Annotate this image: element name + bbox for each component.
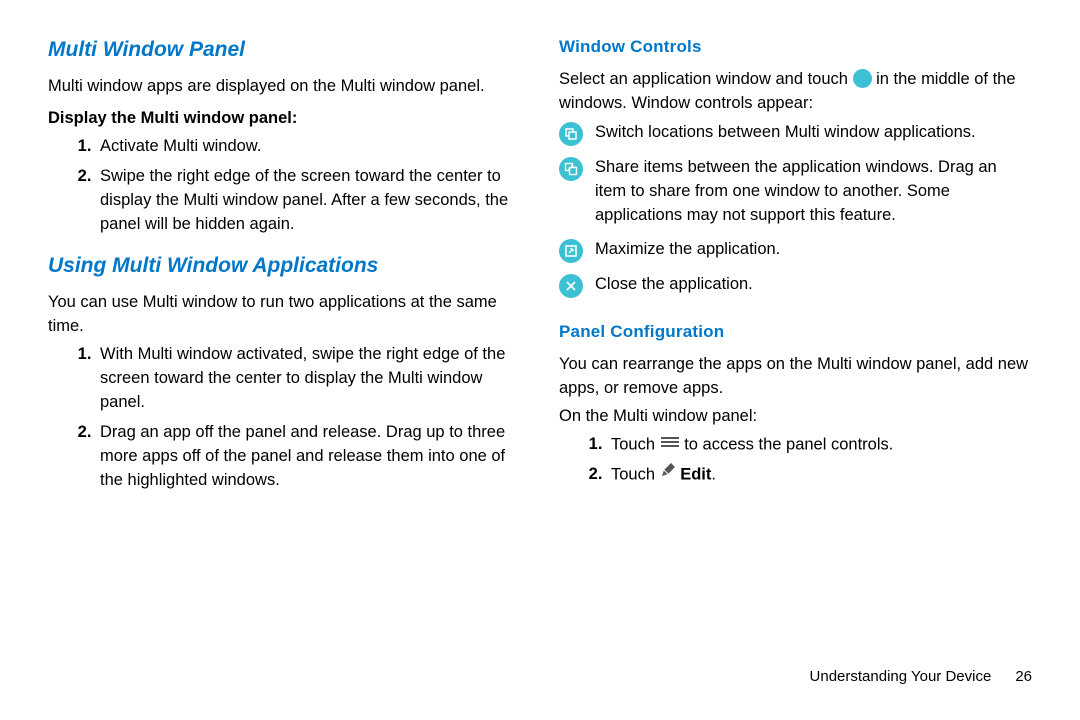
right-column: Window Controls Select an application wi…: [559, 35, 1032, 507]
list-item: With Multi window activated, swipe the r…: [96, 343, 521, 415]
switch-locations-icon: [559, 122, 583, 146]
pencil-icon: [660, 462, 676, 486]
text-fragment: to access the panel controls.: [680, 435, 894, 453]
heading-multi-window-panel: Multi Window Panel: [48, 35, 521, 65]
control-maximize: Maximize the application.: [559, 238, 1032, 263]
control-text: Maximize the application.: [595, 238, 1032, 262]
text-fragment: Select an application window and touch: [559, 70, 853, 88]
panel-config-lead: On the Multi window panel:: [559, 405, 1032, 429]
using-intro: You can use Multi window to run two appl…: [48, 291, 521, 339]
control-text: Close the application.: [595, 273, 1032, 297]
control-close: Close the application.: [559, 273, 1032, 298]
text-fragment: Touch: [611, 465, 660, 483]
list-item: Touch to access the panel controls.: [607, 433, 1032, 457]
left-column: Multi Window Panel Multi window apps are…: [48, 35, 521, 507]
text-fragment: .: [711, 465, 716, 483]
text-fragment: Touch: [611, 435, 660, 453]
footer-section: Understanding Your Device: [810, 668, 992, 685]
share-items-icon: [559, 157, 583, 181]
heading-window-controls: Window Controls: [559, 35, 1032, 60]
heading-using-multi-window: Using Multi Window Applications: [48, 251, 521, 281]
subhead-display-panel: Display the Multi window panel:: [48, 107, 521, 131]
panel-intro: Multi window apps are displayed on the M…: [48, 75, 521, 99]
maximize-icon: [559, 239, 583, 263]
text-fragment: Edit: [680, 465, 711, 483]
control-share-items: Share items between the application wind…: [559, 156, 1032, 228]
footer-page-number: 26: [1015, 668, 1032, 685]
list-item: Activate Multi window.: [96, 135, 521, 159]
window-handle-icon: [853, 69, 872, 88]
control-switch-locations: Switch locations between Multi window ap…: [559, 121, 1032, 146]
list-item: Drag an app off the panel and release. D…: [96, 421, 521, 493]
list-item: Swipe the right edge of the screen towar…: [96, 165, 521, 237]
list-display-panel: Activate Multi window. Swipe the right e…: [48, 135, 521, 237]
list-using-multi-window: With Multi window activated, swipe the r…: [48, 343, 521, 493]
control-text: Share items between the application wind…: [595, 156, 1032, 228]
hamburger-icon: [660, 432, 680, 456]
page-footer: Understanding Your Device 26: [810, 666, 1032, 688]
page-content: Multi Window Panel Multi window apps are…: [0, 0, 1080, 507]
close-icon: [559, 274, 583, 298]
heading-panel-configuration: Panel Configuration: [559, 320, 1032, 345]
control-text: Switch locations between Multi window ap…: [595, 121, 1032, 145]
list-panel-config: Touch to access the panel controls. Touc…: [559, 433, 1032, 488]
panel-config-intro: You can rearrange the apps on the Multi …: [559, 353, 1032, 401]
list-item: Touch Edit.: [607, 463, 1032, 487]
window-controls-intro: Select an application window and touch i…: [559, 68, 1032, 116]
